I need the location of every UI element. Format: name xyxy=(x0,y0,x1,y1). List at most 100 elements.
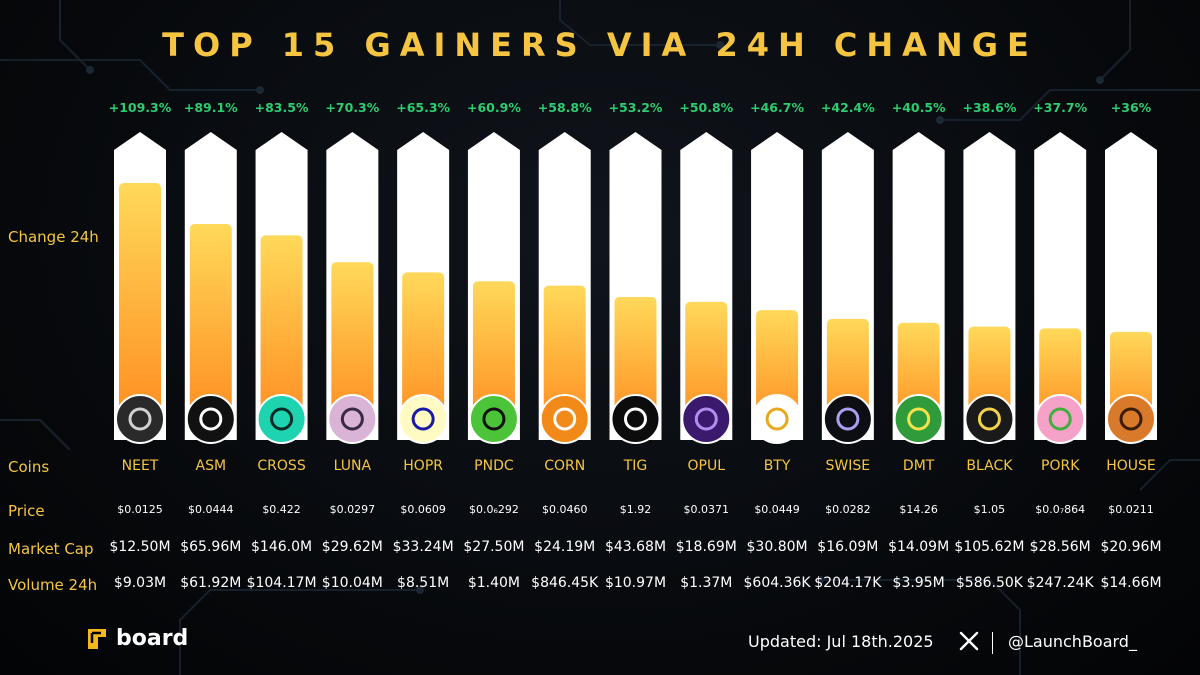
brand-name: board xyxy=(116,626,189,651)
coin-price: $0.0371 xyxy=(683,503,730,516)
black-avatar-icon-mark xyxy=(977,407,1001,431)
pndc-logo-icon-mark xyxy=(482,407,506,431)
swise-logo-icon-mark xyxy=(836,407,860,431)
corn-logo-icon-mark xyxy=(553,407,577,431)
coin-market-cap: $146.0M xyxy=(251,539,313,555)
coin-price: $14.26 xyxy=(899,503,938,516)
asm-logo-icon xyxy=(185,394,236,444)
coin-market-cap: $12.50M xyxy=(109,539,171,555)
change-label: +109.3% xyxy=(109,100,172,115)
coin-price: $0.0444 xyxy=(188,503,234,516)
coin-name: LUNA xyxy=(333,458,372,474)
coin-name: ASM xyxy=(195,458,227,474)
coin-price: $0.422 xyxy=(262,503,301,516)
coin-price: $0.0297 xyxy=(329,503,376,516)
bty-logo-icon xyxy=(752,394,803,444)
coin-volume: $204.17K xyxy=(814,575,882,591)
coin-volume: $846.45K xyxy=(531,575,599,591)
asm-logo-icon-mark xyxy=(199,407,223,431)
coin-market-cap: $65.96M xyxy=(180,539,242,555)
corn-logo-icon xyxy=(539,394,590,444)
bar-pndc xyxy=(472,281,515,432)
coin-volume: $247.24K xyxy=(1026,575,1094,591)
luna-avatar-icon-mark xyxy=(340,407,364,431)
change-label: +38.6% xyxy=(963,100,1017,115)
coin-volume: $1.37M xyxy=(680,575,733,591)
row-label-market-cap: Market Cap xyxy=(8,540,94,558)
coin-name: CORN xyxy=(544,458,586,474)
coin-name: OPUL xyxy=(687,458,726,474)
coin-volume: $10.04M xyxy=(321,575,383,591)
row-label-change: Change 24h xyxy=(8,228,99,246)
bar-neet xyxy=(119,183,161,432)
coin-price: $0.0460 xyxy=(541,503,588,516)
coin-volume: $604.36K xyxy=(743,575,811,591)
coin-market-cap: $27.50M xyxy=(463,539,525,555)
neet-face-icon xyxy=(115,394,165,444)
hopr-logo-icon-mark xyxy=(411,407,435,431)
coin-volume: $1.40M xyxy=(467,575,520,591)
dmt-avatar-icon-mark xyxy=(907,407,931,431)
coin-volume: $3.95M xyxy=(892,575,945,591)
chart-title: TOP 15 GAINERS VIA 24H CHANGE xyxy=(162,26,1038,64)
coin-market-cap: $28.56M xyxy=(1029,539,1091,555)
change-label: +46.7% xyxy=(750,100,804,115)
dmt-avatar-icon xyxy=(893,394,944,444)
change-label: +53.2% xyxy=(609,100,663,115)
change-label: +50.8% xyxy=(679,100,733,115)
coin-market-cap: $16.09M xyxy=(817,539,879,555)
neet-face-icon-mark xyxy=(128,407,152,431)
coin-name: HOUSE xyxy=(1106,458,1156,474)
coin-price: $0.0₆292 xyxy=(468,503,519,516)
brand: board xyxy=(86,626,188,651)
opul-logo-icon-mark xyxy=(694,407,718,431)
change-label: +83.5% xyxy=(255,100,309,115)
row-label-volume: Volume 24h xyxy=(8,576,98,594)
coin-price: $0.0609 xyxy=(400,503,446,516)
change-label: +37.7% xyxy=(1033,100,1087,115)
coin-price: $0.0₇864 xyxy=(1035,503,1086,516)
coin-volume: $104.17M xyxy=(246,575,317,591)
black-avatar-icon xyxy=(964,394,1015,444)
coin-name: BLACK xyxy=(966,458,1013,474)
row-label-coins: Coins xyxy=(8,458,50,476)
change-label: +60.9% xyxy=(467,100,521,115)
coin-market-cap: $29.62M xyxy=(321,539,383,555)
updated-date: Updated: Jul 18th.2025 xyxy=(748,632,934,651)
cross-logo-icon xyxy=(256,394,307,444)
change-label: +40.5% xyxy=(892,100,946,115)
coin-name: PORK xyxy=(1041,458,1080,474)
house-logo-icon-mark xyxy=(1119,407,1143,431)
coin-price: $0.0125 xyxy=(117,503,163,516)
bar-asm xyxy=(189,224,232,432)
change-label: +89.1% xyxy=(184,100,238,115)
bar-hopr xyxy=(402,272,445,432)
x-logo-icon[interactable] xyxy=(958,630,980,652)
coin-name: HOPR xyxy=(403,458,443,474)
coin-market-cap: $14.09M xyxy=(888,539,950,555)
change-label: +70.3% xyxy=(325,100,379,115)
bty-logo-icon-mark xyxy=(765,407,789,431)
coin-price: $0.0211 xyxy=(1108,503,1154,516)
coin-price: $0.0282 xyxy=(825,503,871,516)
hopr-logo-icon xyxy=(398,394,449,444)
pork-avatar-icon-mark xyxy=(1048,407,1072,431)
cross-logo-icon-mark xyxy=(270,407,294,431)
coin-market-cap: $24.19M xyxy=(534,539,596,555)
social-handle[interactable]: @LaunchBoard_ xyxy=(1008,632,1137,651)
change-label: +42.4% xyxy=(821,100,875,115)
change-label: +36% xyxy=(1111,100,1152,115)
coin-name: DMT xyxy=(902,458,935,474)
coin-name: PNDC xyxy=(474,458,514,474)
coin-volume: $10.97M xyxy=(604,575,667,591)
bar-corn xyxy=(543,285,586,432)
coin-price: $1.92 xyxy=(619,503,652,516)
coin-name: SWISE xyxy=(825,458,871,474)
coin-market-cap: $33.24M xyxy=(392,539,454,555)
luna-avatar-icon xyxy=(327,394,378,444)
coin-market-cap: $20.96M xyxy=(1100,539,1162,555)
coin-volume: $9.03M xyxy=(113,575,167,591)
coin-volume: $8.51M xyxy=(397,575,450,591)
pork-avatar-icon xyxy=(1035,394,1086,444)
